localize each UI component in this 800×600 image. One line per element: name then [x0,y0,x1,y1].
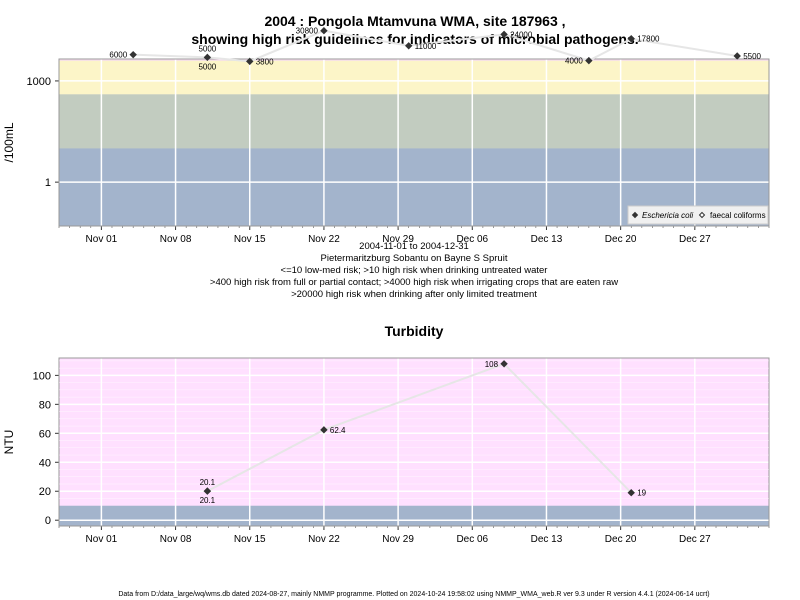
x-tick-label: Nov 08 [160,534,192,545]
plot-frame [58,58,770,227]
ecoli-panel: Nov 01 Nov 08 Nov 15 Nov 22 Nov 29 Dec 06 Dec … [2,27,770,245]
data-label: 30800 [296,27,319,36]
y-tick-label: 80 [39,399,51,411]
ecoli-point [203,53,212,62]
x-tick-label: Nov 01 [86,234,118,245]
turbidity-point [500,360,508,368]
x-tick-label: Nov 15 [234,534,266,545]
data-label: 17800 [637,35,660,44]
ecoli-point [585,56,593,65]
ecoli-point [246,57,254,66]
legend-marker [698,211,706,219]
y-axis-label: /100mL [2,122,16,162]
data-label: 5500 [743,52,761,61]
x-tick-label: Nov 29 [382,534,414,545]
risk-band [59,94,769,149]
legend-label: Eschericia coli [642,211,693,220]
y-tick-label: 1000 [27,76,51,88]
x-tick-label: Nov 22 [308,534,340,545]
x-tick-label: Dec 06 [456,234,488,245]
x-tick-label: Dec 06 [456,534,488,545]
data-label: 4000 [565,57,583,66]
data-label: 5000 [198,44,216,53]
subtitle-line: 2004-11-01 to 2004-12-31 [359,241,469,252]
risk-band [59,60,769,95]
x-tick-label: Dec 13 [531,234,563,245]
ecoli-point [129,50,137,59]
y-tick-label: 60 [39,428,51,440]
turbidity-line [206,362,632,494]
ecoli-point [627,35,635,43]
turbidity-panel: Nov 01 Nov 08 Nov 15 Nov 22 Nov 29 Dec 06 Dec … [2,357,770,545]
x-tick-label: Nov 15 [234,234,266,245]
turbidity-point [627,488,635,497]
turbidity-point [203,487,212,495]
x-tick-label: Dec 27 [679,234,711,245]
subtitle-line: >20000 high risk when drinking after onl… [291,289,537,300]
y-tick-label: 40 [39,457,51,469]
x-tick-label: Dec 27 [679,534,711,545]
subtitle-line: <=10 low-med risk; >10 high risk when dr… [281,265,548,276]
subtitle-line: >400 high risk from full or partial cont… [210,277,618,288]
x-tick-label: Nov 22 [308,234,340,245]
ecoli-point [733,52,741,60]
subtitle-line: Pietermaritzburg Sobantu on Bayne S Spru… [321,253,508,264]
turbidity-title: Turbidity [385,323,444,339]
x-tick-label: Nov 01 [86,534,118,545]
ecoli-point [500,30,508,39]
data-label: 20.1 [200,496,216,505]
data-label: 108 [485,360,499,369]
chart-title-line-1: 2004 : Pongola Mtamvuna WMA, site 187963… [264,13,565,29]
y-tick-label: 1 [45,177,51,189]
legend-label: faecal coliforms [710,211,766,220]
y-tick-label: 0 [45,515,51,527]
plot-frame [58,357,770,527]
x-tick-label: Dec 20 [605,234,637,245]
chart-title-line-2: showing high risk guidelines for indicat… [191,31,638,47]
y-tick-label: 20 [39,486,51,498]
risk-band [59,59,769,61]
data-label: 5000 [198,62,216,71]
y-tick-label: 100 [33,370,51,382]
y-axis-label: NTU [2,430,16,455]
x-tick-label: Dec 20 [605,534,637,545]
legend-marker [631,211,639,219]
x-tick-label: Dec 13 [531,534,563,545]
x-tick-label: Nov 29 [382,234,414,245]
data-label: 62.4 [330,426,346,435]
footer-note: Data from D:/data_large/wq/wms.db dated … [118,591,709,598]
data-label: 6000 [109,51,127,60]
data-label: 3800 [256,57,274,66]
ecoli-point [404,42,413,50]
data-label: 11000 [415,42,437,51]
data-label: 19 [637,489,646,498]
legend-box [627,205,769,225]
turbidity-point [320,426,328,434]
data-label: 20.1 [200,478,216,487]
data-label: 24000 [510,30,533,39]
ecoli-subtitle: 2004-11-01 to 2004-12-31 Pietermaritzbur… [210,241,618,300]
x-tick-label: Nov 08 [160,234,192,245]
risk-band [59,358,769,506]
ecoli-point [320,27,328,35]
